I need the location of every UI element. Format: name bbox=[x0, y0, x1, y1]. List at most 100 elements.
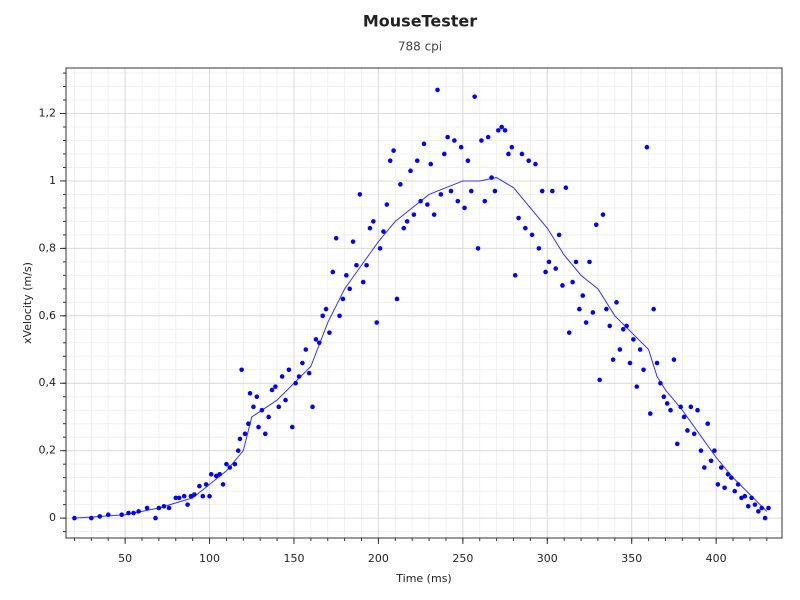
data-point bbox=[512, 273, 518, 278]
data-point bbox=[681, 414, 687, 420]
data-point bbox=[173, 495, 179, 501]
data-point bbox=[539, 188, 545, 194]
data-point bbox=[438, 192, 444, 197]
chart-title: MouseTester bbox=[363, 12, 477, 31]
data-point bbox=[303, 347, 309, 352]
data-point bbox=[269, 387, 275, 393]
data-point bbox=[131, 510, 136, 516]
data-point bbox=[246, 421, 251, 427]
data-point bbox=[97, 514, 103, 519]
data-point bbox=[384, 202, 390, 207]
data-point bbox=[712, 448, 717, 453]
data-point bbox=[306, 370, 312, 376]
y-tick-label: 0,8 bbox=[39, 241, 57, 254]
data-point bbox=[377, 246, 383, 251]
data-point bbox=[671, 357, 677, 362]
data-point bbox=[89, 515, 94, 521]
data-point bbox=[462, 205, 467, 211]
data-point bbox=[247, 391, 253, 396]
data-point bbox=[566, 330, 572, 335]
data-point bbox=[313, 337, 319, 342]
data-point bbox=[573, 259, 579, 265]
data-point bbox=[239, 367, 244, 373]
data-point bbox=[323, 306, 329, 312]
data-point bbox=[330, 269, 336, 275]
y-tick-label: 0,6 bbox=[39, 309, 57, 322]
data-point bbox=[327, 330, 332, 335]
data-point bbox=[296, 374, 302, 379]
data-point bbox=[496, 128, 501, 133]
y-tick-label: 0,4 bbox=[39, 376, 57, 389]
data-point bbox=[279, 374, 285, 379]
data-point bbox=[729, 475, 734, 480]
data-point bbox=[563, 185, 569, 190]
data-point bbox=[320, 313, 325, 319]
data-point bbox=[458, 144, 464, 150]
data-point bbox=[208, 471, 214, 477]
data-point bbox=[614, 300, 619, 305]
data-point bbox=[502, 128, 508, 133]
data-point bbox=[126, 510, 131, 516]
data-point bbox=[556, 232, 562, 238]
data-point bbox=[317, 340, 322, 346]
data-point bbox=[685, 428, 690, 433]
y-axis-label: xVelocity (m/s) bbox=[21, 262, 34, 344]
data-point bbox=[482, 198, 488, 204]
data-point bbox=[161, 504, 167, 509]
data-point bbox=[526, 158, 531, 164]
data-point bbox=[227, 465, 233, 470]
data-point bbox=[232, 461, 238, 467]
x-tick-label: 250 bbox=[452, 552, 473, 565]
data-point bbox=[465, 158, 471, 164]
data-point bbox=[715, 482, 721, 487]
data-point bbox=[401, 225, 407, 231]
data-point bbox=[414, 158, 420, 164]
data-point bbox=[529, 232, 535, 238]
y-tick-label: 1 bbox=[49, 174, 56, 187]
data-point bbox=[718, 465, 724, 470]
chart-subtitle: 788 cpi bbox=[398, 40, 442, 54]
y-tick-label: 0,2 bbox=[39, 444, 57, 457]
data-point bbox=[587, 259, 592, 265]
data-point bbox=[742, 493, 748, 499]
data-point bbox=[347, 286, 352, 292]
data-point bbox=[237, 436, 243, 442]
data-point bbox=[144, 505, 150, 511]
data-point bbox=[756, 509, 761, 514]
data-point bbox=[394, 296, 400, 302]
data-point bbox=[418, 198, 423, 204]
data-point bbox=[533, 161, 538, 167]
data-point bbox=[156, 505, 162, 511]
data-point bbox=[475, 246, 481, 251]
x-axis-label: Time (ms) bbox=[395, 572, 451, 585]
data-point bbox=[668, 407, 673, 413]
x-tick-label: 400 bbox=[706, 552, 727, 565]
data-point bbox=[705, 421, 710, 427]
data-point bbox=[647, 411, 653, 416]
data-point bbox=[367, 225, 373, 231]
data-point bbox=[590, 310, 596, 315]
data-point bbox=[283, 397, 288, 403]
data-point bbox=[340, 296, 346, 302]
data-point bbox=[176, 495, 182, 501]
data-point bbox=[745, 504, 751, 509]
data-point bbox=[489, 175, 494, 180]
data-point bbox=[472, 94, 477, 99]
data-point bbox=[506, 151, 511, 157]
data-point bbox=[381, 229, 386, 234]
data-point bbox=[197, 483, 202, 489]
data-point bbox=[570, 279, 575, 285]
y-tick-label: 1,2 bbox=[39, 107, 57, 120]
data-point bbox=[452, 138, 457, 143]
data-point bbox=[374, 320, 380, 325]
data-point bbox=[119, 512, 125, 518]
data-point bbox=[546, 259, 552, 265]
data-point bbox=[448, 188, 454, 194]
data-point bbox=[398, 182, 403, 187]
data-point bbox=[262, 431, 268, 437]
y-tick-label: 0 bbox=[49, 511, 56, 524]
data-point bbox=[468, 188, 474, 194]
data-point bbox=[360, 279, 366, 285]
x-tick-label: 200 bbox=[368, 552, 389, 565]
